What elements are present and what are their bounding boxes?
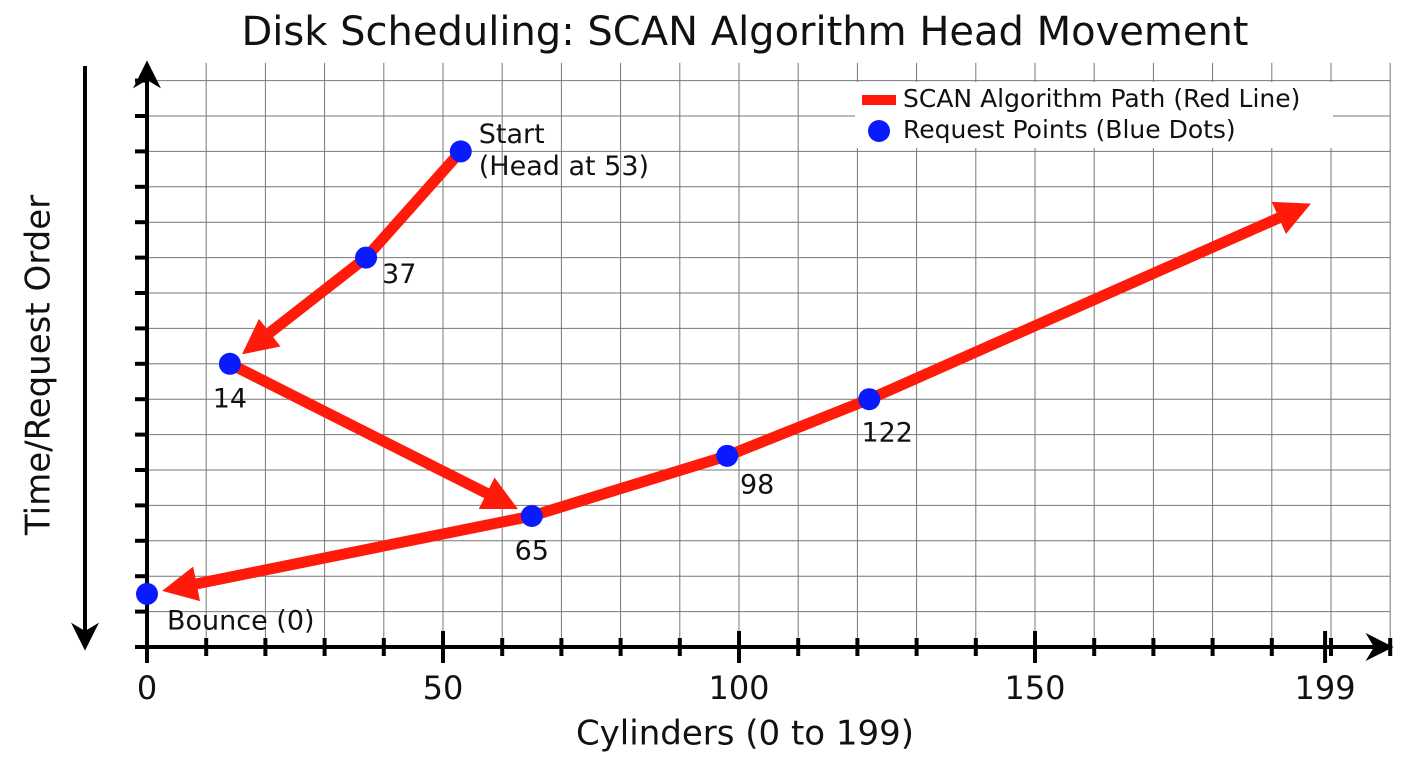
request-point [136, 582, 158, 605]
point-label: Start [479, 119, 545, 150]
point-label: 14 [213, 383, 247, 414]
legend-label: SCAN Algorithm Path (Red Line) [903, 84, 1300, 113]
request-point [520, 505, 543, 528]
path-segment [242, 253, 370, 355]
path-segment [725, 394, 872, 461]
path-segment [867, 201, 1311, 405]
y-axis-label: Time/Request Order [19, 195, 59, 536]
request-point [355, 246, 378, 269]
path-segment [530, 450, 729, 522]
path-segment [162, 510, 533, 602]
point-label: 122 [861, 418, 913, 449]
path-segment [227, 358, 519, 510]
chart-title: Disk Scheduling: SCAN Algorithm Head Mov… [242, 9, 1249, 55]
path-segment [361, 147, 465, 262]
request-point [716, 444, 739, 467]
x-tick-label: 0 [137, 669, 157, 707]
x-tick-label: 150 [1004, 669, 1065, 707]
legend: SCAN Algorithm Path (Red Line)Request Po… [855, 82, 1333, 148]
point-label: 65 [515, 536, 549, 567]
point-label: 98 [740, 469, 774, 500]
point-label: 37 [382, 259, 416, 290]
x-tick-label: 50 [423, 669, 464, 707]
legend-label: Request Points (Blue Dots) [903, 115, 1236, 144]
request-point [858, 388, 881, 411]
x-tick-label: 100 [708, 669, 769, 707]
legend-swatch [868, 120, 890, 142]
point-label: Bounce (0) [167, 605, 315, 636]
axes: 0 50 100 150 199 [133, 60, 1394, 707]
marks: Start(Head at 53) 37 14 65 98 122 Bounce (0) [136, 119, 1311, 636]
x-axis-label: Cylinders (0 to 199) [576, 714, 914, 754]
request-point [449, 140, 472, 163]
x-tick-label: 199 [1295, 669, 1356, 707]
request-point [218, 352, 241, 375]
legend-box [855, 82, 1333, 148]
point-label: (Head at 53) [479, 151, 649, 182]
